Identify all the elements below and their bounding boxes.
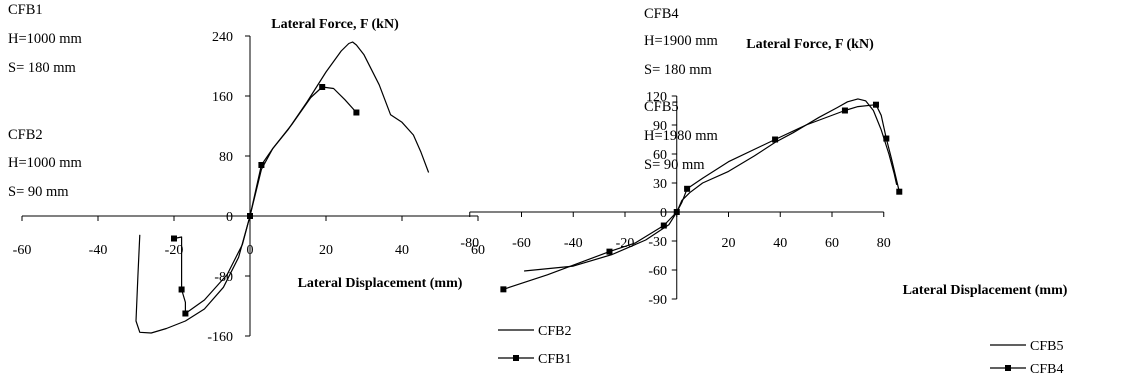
y-tick-label: -90: [648, 293, 667, 308]
y-tick-label: 80: [219, 150, 233, 165]
data-point-marker: [171, 235, 177, 242]
y-tick-label: 240: [212, 30, 233, 45]
x-tick-label: 20: [722, 236, 736, 251]
data-point-marker: [247, 213, 253, 219]
chart-1: -60 -40 -20 0 20 40 60 -160 -80 0 80 160 240 Lateral …: [8, 2, 571, 367]
y-tick-label: -160: [207, 330, 233, 345]
x-tick-label: 20: [319, 243, 333, 258]
data-point-marker: [258, 162, 265, 168]
y-tick-label: 30: [653, 177, 667, 192]
data-point-marker: [606, 248, 613, 255]
y-tick-label: 60: [653, 148, 667, 163]
data-point-marker: [841, 107, 848, 114]
data-point-marker: [660, 222, 667, 229]
specimen-annotation: CFB5: [644, 99, 679, 115]
specimen-annotation: H=1000 mm: [8, 155, 83, 171]
data-point-marker: [772, 136, 779, 143]
data-point-marker: [896, 188, 903, 195]
x-tick-label: 40: [395, 243, 409, 258]
y-axis-title: Lateral Force, F (kN): [746, 37, 874, 52]
x-axis-title: Lateral Displacement (mm): [298, 276, 463, 291]
y-tick-label: 120: [646, 90, 667, 105]
x-tick-label: -20: [165, 243, 184, 258]
y-tick-label: 160: [212, 90, 233, 105]
data-point-marker: [178, 286, 185, 293]
data-point-marker: [872, 101, 879, 108]
series-line-cfb4: [503, 104, 900, 290]
legend-label: CFB2: [538, 324, 571, 339]
specimen-annotation: H=1900 mm: [644, 33, 719, 49]
y-tick-label: -80: [214, 270, 233, 285]
x-tick-label: -40: [564, 236, 583, 251]
x-tick-label: -40: [89, 243, 108, 258]
x-tick-label: -60: [512, 236, 531, 251]
legend-label: CFB5: [1030, 339, 1063, 354]
specimen-annotation: S= 90 mm: [8, 184, 69, 200]
x-tick-label: 40: [773, 236, 787, 251]
data-point-marker: [684, 185, 691, 192]
y-tick-label: 90: [653, 119, 667, 134]
x-tick-label: 0: [247, 243, 254, 258]
legend-marker: [513, 355, 519, 361]
y-tick-label: 0: [660, 206, 667, 221]
x-axis-title: Lateral Displacement (mm): [903, 283, 1068, 298]
data-point-marker: [182, 310, 189, 317]
specimen-annotation: H=1980 mm: [644, 128, 719, 144]
x-tick-label: -60: [13, 243, 32, 258]
specimen-annotation: S= 180 mm: [8, 60, 77, 76]
y-tick-label: -30: [648, 235, 667, 250]
specimen-annotation: CFB4: [644, 6, 679, 22]
x-tick-label: 60: [471, 243, 485, 258]
specimen-annotation: H=1000 mm: [8, 31, 83, 47]
specimen-annotation: CFB1: [8, 2, 43, 18]
legend-marker: [1005, 365, 1011, 371]
x-tick-label: 60: [825, 236, 839, 251]
y-tick-label: -60: [648, 264, 667, 279]
y-tick-label: 0: [226, 210, 233, 225]
data-point-marker: [353, 109, 360, 116]
data-point-marker: [319, 84, 326, 90]
specimen-annotation: S= 180 mm: [644, 62, 713, 78]
legend-label: CFB4: [1030, 362, 1063, 377]
specimen-annotation: S= 90 mm: [644, 157, 705, 173]
data-point-marker: [673, 209, 680, 215]
legend-label: CFB1: [538, 352, 571, 367]
data-point-marker: [500, 286, 507, 293]
data-point-marker: [883, 135, 890, 142]
x-tick-label: 80: [877, 236, 891, 251]
y-axis-title: Lateral Force, F (kN): [271, 17, 399, 32]
x-tick-label: -80: [460, 236, 479, 251]
specimen-annotation: CFB2: [8, 127, 43, 143]
chart-2: -80 -60 -40 -20 20 40 60 80-90-60-300306090120L…: [460, 6, 1067, 377]
